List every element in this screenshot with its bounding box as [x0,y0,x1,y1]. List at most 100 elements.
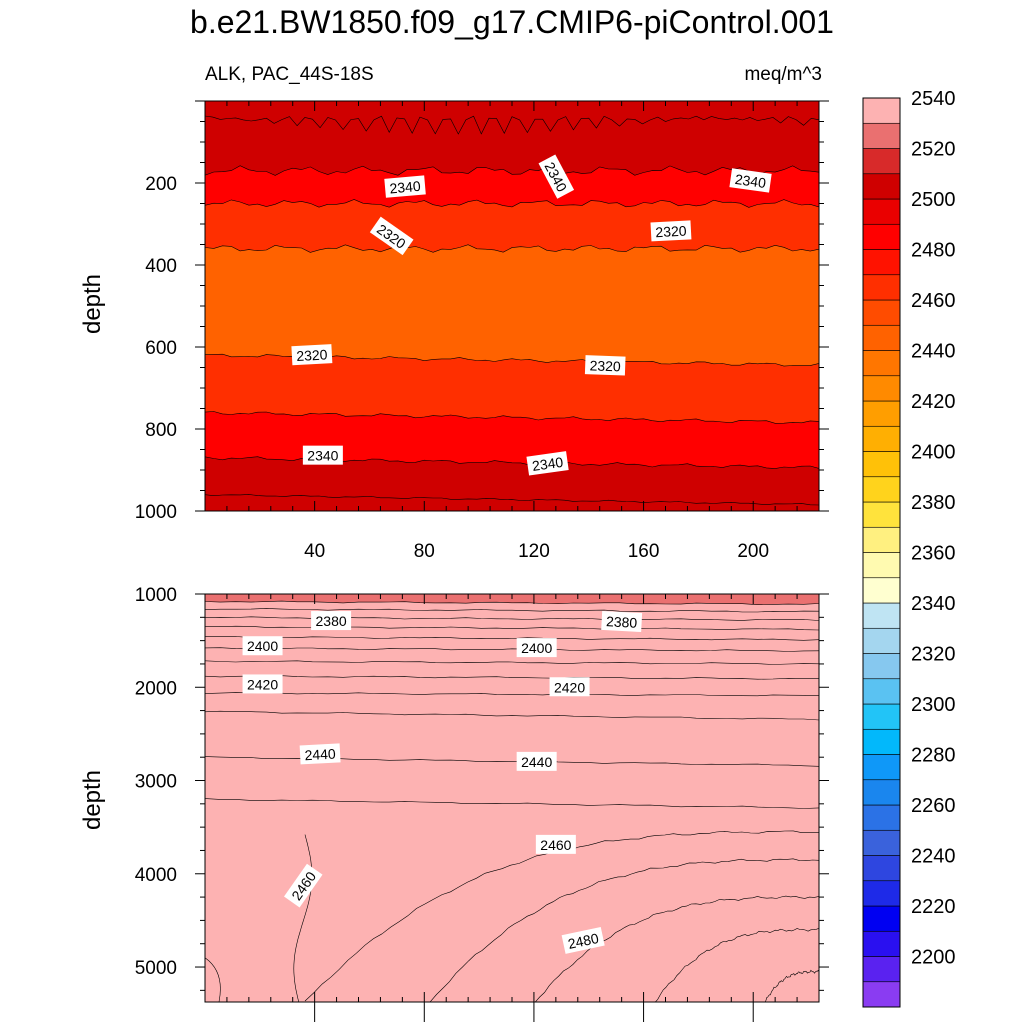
lower-contour-label: 2380 [311,611,352,631]
colorbar-tick-label: 2400 [911,442,956,464]
contour-label-text: 2480 [566,930,600,952]
lower-contour-line [205,675,819,680]
colorbar-segment [862,855,901,882]
lower-contour-line [534,895,819,1002]
colorbar-segment [862,526,901,553]
lower-contour-line [205,600,819,606]
lower-contour-line [205,692,819,697]
lower-contour-label: 2420 [549,677,590,697]
lower-y-tick-label: 5000 [135,958,177,979]
upper-contour-line [205,494,819,506]
upper-contour-label: 2340 [526,451,569,476]
upper-contour-line [205,115,819,135]
lower-y-tick-label: 2000 [135,678,177,699]
lower-contour-line [205,710,819,721]
colorbar: 2200 2220 2240 2260 2280 2300 2320 2340 2360 2380… [862,88,956,1008]
upper-contour-label: 2340 [384,175,426,198]
upper-contour-label: 2320 [291,344,333,366]
colorbar-tick-label: 2260 [911,795,956,817]
contour-label-box [729,168,772,193]
contour-label-text: 2320 [589,357,621,374]
colorbar-frame [862,97,901,1008]
contour-label-text: 2340 [307,448,338,464]
colorbar-segment [862,627,901,654]
lower-y-tick-label: 4000 [135,865,177,886]
upper-contour-label: 2320 [584,355,626,376]
colorbar-segment [862,602,901,629]
lower-contour-label: 2420 [242,674,283,694]
colorbar-segment [862,703,901,730]
colorbar-segment [862,97,901,124]
colorbar-tick-label: 2520 [911,139,956,161]
colorbar-segment [862,754,901,781]
colorbar-segment [862,173,901,200]
upper-contour-panel [205,101,819,511]
colorbar-tick-label: 2480 [911,240,956,262]
colorbar-segment [862,653,901,680]
upper-contour-label: 2320 [650,220,692,242]
colorbar-tick-label: 2200 [911,947,956,969]
colorbar-segment [862,981,901,1008]
contour-label-box [242,636,283,656]
contour-label-box [516,638,557,658]
colorbar-tick-label: 2360 [911,543,956,565]
upper-y-tick-label: 800 [145,420,177,441]
colorbar-tick-label: 2340 [911,593,956,615]
contour-label-text: 2420 [554,679,585,695]
colorbar-tick-label: 2500 [911,189,956,211]
lower-contour-label: 2440 [516,751,557,771]
colorbar-segment [862,299,901,326]
lower-y-tick-label: 1000 [135,585,177,606]
colorbar-segment [862,501,901,528]
variable-region-label: ALK, PAC_44S-18S [205,64,374,85]
contour-label-box [242,674,283,694]
contour-label-text: 2340 [531,454,564,474]
colorbar-segment [862,451,901,478]
colorbar-segment [862,223,901,250]
colorbar-segment [862,148,901,175]
colorbar-segment [862,198,901,225]
contour-label-text: 2460 [540,837,571,853]
lower-contour-label: 2440 [299,743,341,765]
contour-label-box [549,677,590,697]
lower-contour-lines [205,600,819,1002]
colorbar-tick-label: 2220 [911,896,956,918]
colorbar-tick-label: 2380 [911,492,956,514]
colorbar-tick-label: 2280 [911,745,956,767]
colorbar-tick-label: 2440 [911,341,956,363]
lower-contour-label: 2480 [561,926,605,954]
contour-label-text: 2400 [247,638,278,654]
units-label: meq/m^3 [744,64,822,85]
x-tick-label: 120 [518,541,550,562]
lower-contour-label: 2400 [516,638,557,658]
contour-label-text: 2420 [247,676,278,692]
lower-contour-line [429,858,819,1002]
contour-label-text: 2440 [304,746,336,764]
colorbar-segment [862,122,901,149]
colorbar-segment [862,728,901,755]
lower-contour-line [654,928,819,1002]
lower-band-fill [765,970,819,1002]
lower-contour-label: 2460 [535,834,576,854]
contour-label-text: 2400 [521,640,552,656]
contour-label-text: 2380 [316,613,347,629]
colorbar-tick-label: 2320 [911,644,956,666]
lower-band-fill [655,928,819,1002]
x-tick-label: 40 [304,541,325,562]
contour-label-box [584,355,626,376]
lower-contour-line [205,636,819,641]
upper-y-tick-label: 1000 [135,502,177,523]
contour-label-box [369,216,414,256]
upper-contour-line [205,165,819,176]
x-tick-label: 160 [628,541,660,562]
lower-contour-line [205,647,819,652]
contour-label-box [302,445,343,465]
upper-contour-line [205,411,819,424]
upper-contour-line [205,244,819,253]
colorbar-segment [862,577,901,604]
colorbar-segment [862,476,901,503]
upper-y-tick-label: 400 [145,256,177,277]
colorbar-tick-label: 2460 [911,290,956,312]
contour-label-box [516,751,557,771]
lower-y-tick-label: 3000 [135,772,177,793]
